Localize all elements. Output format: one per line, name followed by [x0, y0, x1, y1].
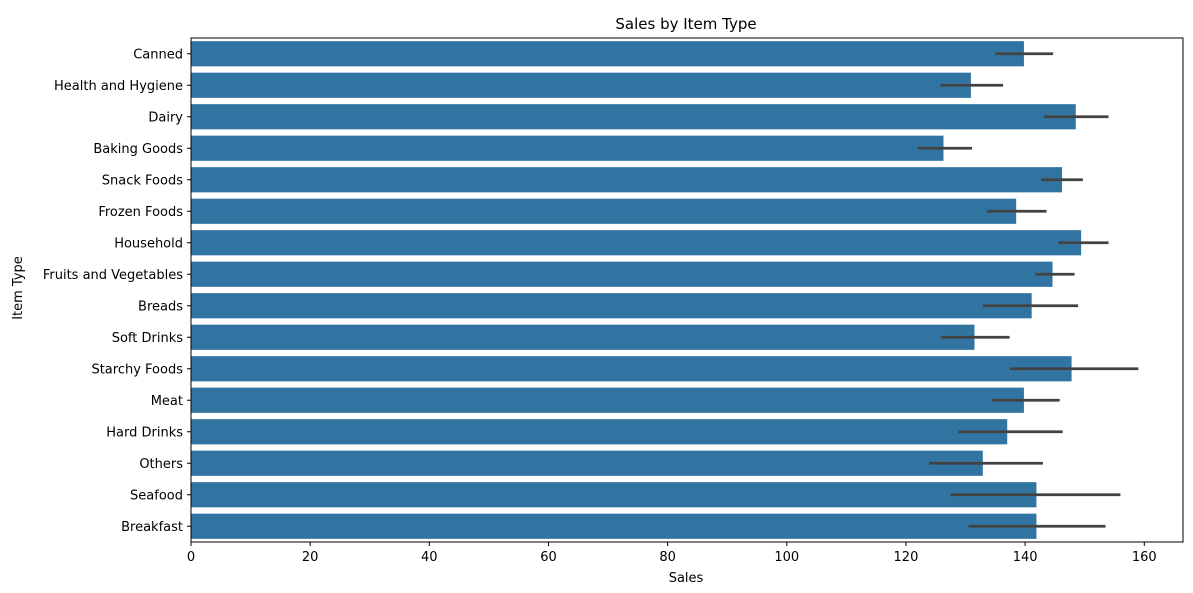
- bar: [191, 198, 1017, 224]
- chart-title: Sales by Item Type: [615, 15, 756, 33]
- error-bars-group: [917, 52, 1139, 528]
- y-tick-label: Dairy: [148, 110, 183, 125]
- y-tick-label: Fruits and Vegetables: [43, 268, 183, 283]
- bar: [191, 387, 1024, 413]
- bar: [191, 135, 944, 161]
- y-tick-label: Household: [114, 236, 183, 251]
- x-tick-label: 140: [1013, 550, 1038, 565]
- bar: [191, 324, 975, 350]
- x-tick-group: 0 20 40 60 80 100 120 140 160: [187, 542, 1157, 565]
- x-tick-label: 160: [1132, 550, 1157, 565]
- y-tick-label: Breads: [138, 299, 183, 314]
- y-tick-label: Others: [139, 457, 183, 472]
- y-tick-label: Soft Drinks: [112, 331, 184, 346]
- y-tick-label: Health and Hygiene: [54, 79, 183, 94]
- bar: [191, 450, 983, 476]
- y-tick-label: Meat: [151, 394, 183, 409]
- x-tick-label: 60: [540, 550, 557, 565]
- bar: [191, 104, 1076, 130]
- x-tick-label: 40: [421, 550, 438, 565]
- x-axis-label: Sales: [669, 571, 704, 586]
- x-tick-label: 0: [187, 550, 195, 565]
- bar: [191, 513, 1037, 539]
- x-tick-label: 80: [659, 550, 676, 565]
- y-tick-label: Frozen Foods: [98, 205, 183, 220]
- bars-group: [191, 41, 1082, 539]
- bar: [191, 41, 1024, 67]
- y-tick-label: Hard Drinks: [106, 425, 183, 440]
- y-tick-label: Snack Foods: [102, 173, 183, 188]
- bar: [191, 230, 1082, 256]
- bar: [191, 356, 1072, 382]
- x-tick-label: 120: [894, 550, 919, 565]
- plot-frame: [190, 37, 1184, 543]
- y-tick-label: Baking Goods: [93, 142, 183, 157]
- y-tick-label: Seafood: [130, 488, 183, 503]
- y-axis-label: Item Type: [11, 256, 26, 320]
- y-tick-label: Starchy Foods: [91, 362, 183, 377]
- bar: [191, 167, 1063, 193]
- x-tick-label: 20: [302, 550, 319, 565]
- bar: [191, 482, 1037, 508]
- bar: [191, 419, 1008, 445]
- y-tick-label: Breakfast: [121, 520, 183, 535]
- x-tick-label: 100: [774, 550, 799, 565]
- y-tick-group: Canned Health and Hygiene Dairy Baking Good…: [43, 47, 191, 535]
- y-tick-label: Canned: [133, 47, 183, 62]
- bar: [191, 293, 1032, 319]
- bar: [191, 261, 1053, 287]
- bar: [191, 72, 971, 98]
